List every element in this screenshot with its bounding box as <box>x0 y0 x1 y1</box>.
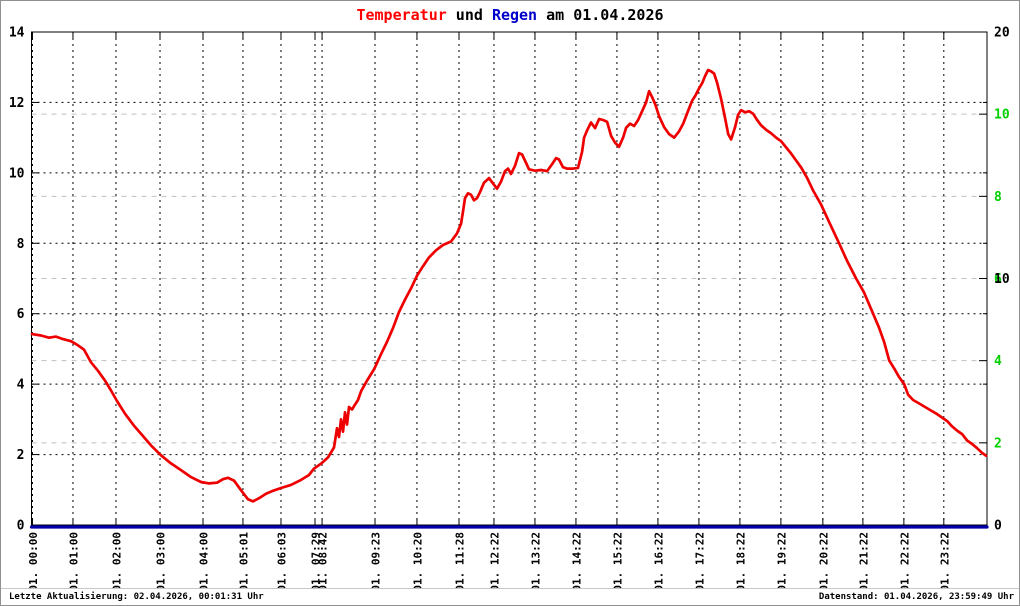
y-left-label-6: 6 <box>17 307 25 322</box>
x-label-19: 01. 19:22 <box>775 532 788 588</box>
x-label-23: 01. 23:22 <box>938 532 951 588</box>
y-left-label-4: 4 <box>17 378 25 393</box>
temperatur-series-line <box>30 68 988 503</box>
x-label-20: 01. 20:22 <box>817 532 830 588</box>
x-label-3: 01. 03:00 <box>155 532 168 588</box>
y-right-green-label-10: 10 <box>994 108 1010 123</box>
last-update-text: Letzte Aktualisierung: 02.04.2026, 00:01… <box>9 592 264 602</box>
y-left-label-8: 8 <box>17 237 25 252</box>
chart-title: Temperatur und Regen am 01.04.2026 <box>1 6 1019 24</box>
x-label-1: 01. 01:00 <box>67 532 80 588</box>
data-state-text: Datenstand: 01.04.2026, 23:59:49 Uhr <box>818 592 1014 602</box>
x-label-22: 01. 22:22 <box>898 532 911 588</box>
x-label-12: 01. 12:22 <box>488 532 501 588</box>
title-part-und: und <box>446 6 492 24</box>
x-label-6: 01. 06:03 <box>275 532 288 588</box>
x-label-13: 01. 13:22 <box>529 532 542 588</box>
x-label-2: 01. 02:00 <box>110 532 123 588</box>
y-left-label-2: 2 <box>17 448 25 463</box>
x-label-14: 01. 14:22 <box>570 532 583 588</box>
x-label-7: 01. 07:29 <box>309 532 322 588</box>
x-label-9: 01. 09:23 <box>370 532 383 588</box>
x-label-15: 01. 15:22 <box>611 532 624 588</box>
y-right-black-label-0: 0 <box>994 519 1002 534</box>
x-label-18: 01. 18:22 <box>734 532 747 588</box>
x-label-17: 01. 17:22 <box>693 532 706 588</box>
x-label-0: 01. 00:00 <box>27 532 40 588</box>
y-right-black-label-10: 10 <box>994 272 1010 287</box>
y-left-label-10: 10 <box>9 166 25 181</box>
title-part-regen: Regen <box>491 6 538 24</box>
x-label-21: 01. 21:22 <box>857 532 870 588</box>
y-right-green-label-4: 4 <box>994 354 1002 369</box>
x-label-11: 01. 11:28 <box>453 532 466 588</box>
y-left-label-14: 14 <box>9 26 25 41</box>
y-right-green-label-6: 6 <box>994 272 1002 287</box>
y-right-green-label-2: 2 <box>994 436 1002 451</box>
status-bar: Letzte Aktualisierung: 02.04.2026, 00:01… <box>1 588 1019 605</box>
title-part-date: am 01.04.2026 <box>537 6 664 24</box>
x-label-10: 01. 10:20 <box>411 532 424 588</box>
x-label-16: 01. 16:22 <box>652 532 665 588</box>
title-part-temperatur: Temperatur <box>356 6 447 24</box>
y-left-label-0: 0 <box>17 519 25 534</box>
y-right-black-label-20: 20 <box>994 26 1010 41</box>
x-label-8: 01. 08:42 <box>317 532 330 588</box>
x-label-4: 01. 04:00 <box>198 532 211 588</box>
chart-canvas: 0 2 4 6 8 10 12 14 2 4 6 8 10 0 10 20 01. 00:00 01. 01:00… <box>9 26 1010 589</box>
y-left-label-12: 12 <box>9 96 25 111</box>
x-label-5: 01. 05:01 <box>237 532 250 588</box>
y-right-green-label-8: 8 <box>994 190 1002 205</box>
